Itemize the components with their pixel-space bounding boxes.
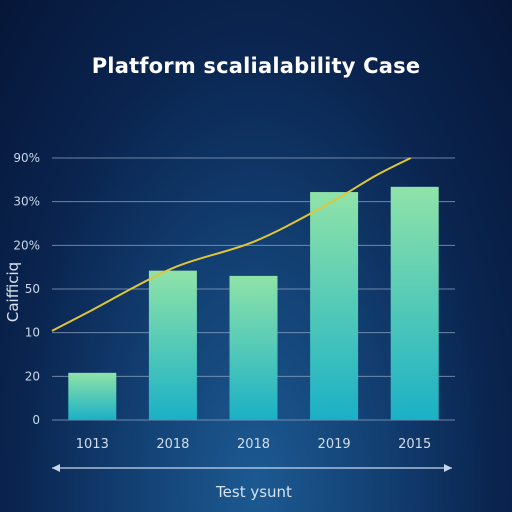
x-axis-label: Test ysunt bbox=[215, 483, 292, 501]
y-tick-label: 50 bbox=[25, 282, 40, 296]
y-tick-label: 30% bbox=[13, 195, 40, 209]
y-tick-label: 0 bbox=[32, 413, 40, 427]
trend-line bbox=[51, 157, 412, 332]
y-tick-label: 90% bbox=[13, 151, 40, 165]
x-tick-label: 2019 bbox=[318, 437, 351, 452]
x-axis-arrow bbox=[52, 464, 452, 472]
bar bbox=[229, 275, 278, 420]
bar bbox=[68, 372, 117, 420]
bar bbox=[148, 270, 197, 420]
x-tick-label: 2018 bbox=[156, 437, 189, 452]
chart-title: Platform scalialability Case bbox=[91, 54, 421, 78]
x-tick-label: 2015 bbox=[398, 437, 431, 452]
y-tick-label: 20 bbox=[25, 369, 40, 383]
y-axis-label: Caifficiq bbox=[4, 262, 22, 322]
y-tick-label: 20% bbox=[13, 238, 40, 252]
bar bbox=[390, 186, 439, 420]
x-tick-label: 2018 bbox=[237, 437, 270, 452]
y-tick-label: 10 bbox=[25, 326, 40, 340]
bar bbox=[310, 192, 359, 420]
x-tick-label: 1013 bbox=[76, 437, 109, 452]
